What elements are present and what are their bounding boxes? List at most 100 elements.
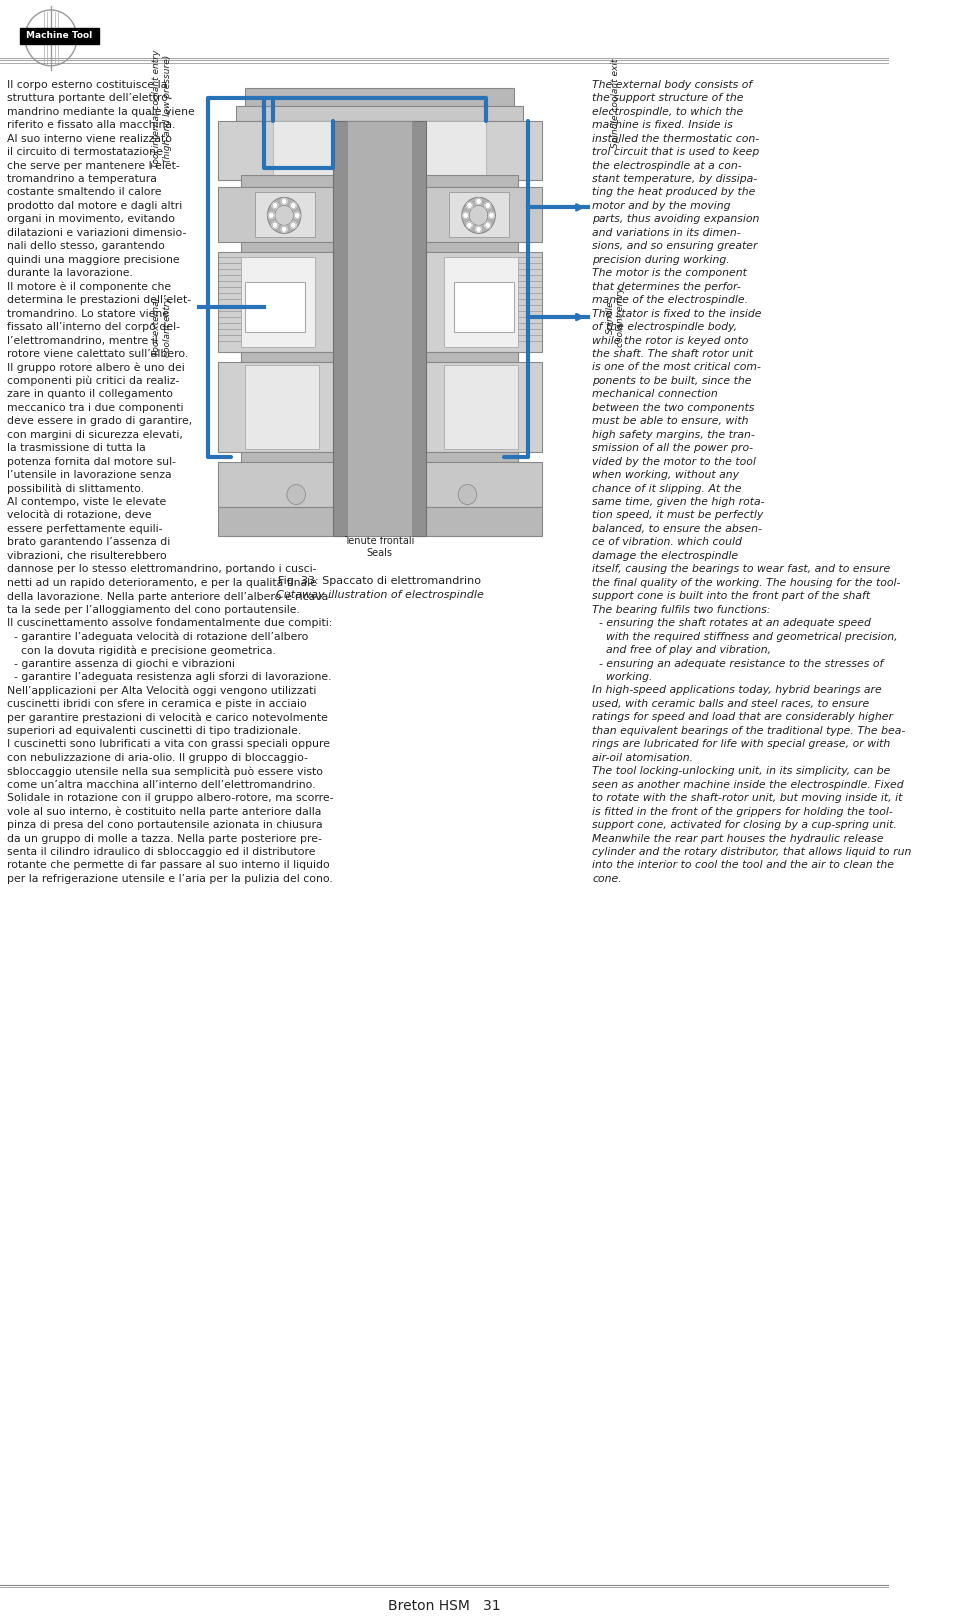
Bar: [273, 121, 348, 176]
Text: nali dello stesso, garantendo: nali dello stesso, garantendo: [8, 241, 165, 250]
Text: Solidale in rotazione con il gruppo albero-rotore, ma scorre-: Solidale in rotazione con il gruppo albe…: [8, 793, 334, 803]
Polygon shape: [275, 205, 294, 225]
Text: seen as another machine inside the electrospindle. Fixed: seen as another machine inside the elect…: [592, 779, 904, 790]
Text: deve essere in grado di garantire,: deve essere in grado di garantire,: [8, 417, 193, 427]
Polygon shape: [469, 205, 488, 225]
Circle shape: [295, 212, 300, 218]
Text: The motor is the component: The motor is the component: [592, 268, 747, 278]
Text: balanced, to ensure the absen-: balanced, to ensure the absen-: [592, 524, 762, 533]
Text: Tool internal coolant entry
(high and low pressure): Tool internal coolant entry (high and lo…: [153, 48, 172, 168]
Bar: [218, 362, 541, 451]
Text: The stator is fixed to the inside: The stator is fixed to the inside: [592, 309, 762, 318]
Bar: [348, 121, 412, 537]
Text: ta la sede per l’alloggiamento del cono portautensile.: ta la sede per l’alloggiamento del cono …: [8, 604, 300, 614]
Text: fissato all’interno del corpo del-: fissato all’interno del corpo del-: [8, 322, 180, 331]
Text: Tool external
coolant entry: Tool external coolant entry: [153, 297, 172, 357]
Text: la trasmissione di tutta la: la trasmissione di tutta la: [8, 443, 146, 452]
Circle shape: [467, 223, 472, 228]
Text: ting the heat produced by the: ting the heat produced by the: [592, 187, 756, 197]
Text: che serve per mantenere l’elet-: che serve per mantenere l’elet-: [8, 160, 180, 171]
Text: electrospindle, to which the: electrospindle, to which the: [592, 107, 744, 116]
Bar: [241, 257, 315, 347]
Text: ratings for speed and load that are considerably higher: ratings for speed and load that are cons…: [592, 713, 894, 722]
Text: per garantire prestazioni di velocità e carico notevolmente: per garantire prestazioni di velocità e …: [8, 713, 328, 722]
Text: high safety margins, the tran-: high safety margins, the tran-: [592, 430, 756, 440]
Text: into the interior to cool the tool and the air to clean the: into the interior to cool the tool and t…: [592, 860, 895, 871]
Text: rotore viene calettato sull’albero.: rotore viene calettato sull’albero.: [8, 349, 189, 359]
Text: the electrospindle at a con-: the electrospindle at a con-: [592, 160, 742, 171]
Circle shape: [458, 485, 477, 504]
Text: tion speed, it must be perfectly: tion speed, it must be perfectly: [592, 511, 763, 520]
Text: il circuito di termostatazione: il circuito di termostatazione: [8, 147, 163, 157]
Circle shape: [485, 202, 491, 208]
Text: Fig. 33: Spaccato di elettromandrino: Fig. 33: Spaccato di elettromandrino: [278, 577, 481, 587]
Text: The external body consists of: The external body consists of: [592, 79, 753, 90]
Text: brato garantendo l’assenza di: brato garantendo l’assenza di: [8, 538, 171, 548]
Bar: [449, 192, 509, 238]
Text: installed the thermostatic con-: installed the thermostatic con-: [592, 134, 759, 144]
Text: motor and by the moving: motor and by the moving: [592, 200, 731, 212]
Bar: [218, 252, 541, 352]
Bar: [444, 257, 518, 347]
Bar: [412, 121, 486, 176]
Text: rotante che permette di far passare al suo interno il liquido: rotante che permette di far passare al s…: [8, 860, 330, 871]
Text: l’utensile in lavorazione senza: l’utensile in lavorazione senza: [8, 470, 172, 480]
Text: In high-speed applications today, hybrid bearings are: In high-speed applications today, hybrid…: [592, 685, 882, 695]
Text: and variations in its dimen-: and variations in its dimen-: [592, 228, 741, 238]
Circle shape: [476, 199, 481, 204]
Text: componenti più critici da realiz-: componenti più critici da realiz-: [8, 377, 180, 386]
Text: netti ad un rapido deterioramento, e per la qualità finale: netti ad un rapido deterioramento, e per…: [8, 579, 318, 588]
Text: Il cuscinettamento assolve fondamentalmente due compiti:: Il cuscinettamento assolve fondamentalme…: [8, 619, 333, 629]
Text: cylinder and the rotary distributor, that allows liquid to run: cylinder and the rotary distributor, tha…: [592, 847, 912, 856]
Circle shape: [476, 226, 481, 233]
Circle shape: [485, 223, 491, 228]
Text: velocità di rotazione, deve: velocità di rotazione, deve: [8, 511, 152, 520]
Bar: [444, 365, 518, 449]
Text: ce of vibration. which could: ce of vibration. which could: [592, 538, 742, 548]
Text: ponents to be built, since the: ponents to be built, since the: [592, 377, 752, 386]
Text: smission of all the power pro-: smission of all the power pro-: [592, 443, 754, 452]
Text: Al suo interno viene realizzato: Al suo interno viene realizzato: [8, 134, 173, 144]
Text: chance of it slipping. At the: chance of it slipping. At the: [592, 483, 742, 493]
Text: the shaft. The shaft rotor unit: the shaft. The shaft rotor unit: [592, 349, 754, 359]
Text: tromandrino a temperatura: tromandrino a temperatura: [8, 175, 157, 184]
Text: zare in quanto il collegamento: zare in quanto il collegamento: [8, 389, 174, 399]
Bar: [218, 462, 541, 506]
Text: durante la lavorazione.: durante la lavorazione.: [8, 268, 133, 278]
Text: than equivalent bearings of the traditional type. The bea-: than equivalent bearings of the traditio…: [592, 726, 905, 735]
Text: - garantire assenza di giochi e vibrazioni: - garantire assenza di giochi e vibrazio…: [8, 659, 235, 669]
Text: Al contempo, viste le elevate: Al contempo, viste le elevate: [8, 498, 167, 507]
Text: I cuscinetti sono lubrificati a vita con grassi speciali oppure: I cuscinetti sono lubrificati a vita con…: [8, 739, 330, 750]
Text: con nebulizzazione di aria-olio. Il gruppo di bloccaggio-: con nebulizzazione di aria-olio. Il grup…: [8, 753, 308, 763]
Text: between the two components: between the two components: [592, 402, 755, 412]
Text: costante smaltendo il calore: costante smaltendo il calore: [8, 187, 162, 197]
Text: the final quality of the working. The housing for the tool-: the final quality of the working. The ho…: [592, 579, 900, 588]
Bar: [333, 121, 426, 537]
Text: air-oil atomisation.: air-oil atomisation.: [592, 753, 693, 763]
Text: precision during working.: precision during working.: [592, 255, 731, 265]
Text: Tenute frontali
Seals: Tenute frontali Seals: [345, 537, 415, 558]
Text: con la dovuta rigidità e precisione geometrica.: con la dovuta rigidità e precisione geom…: [8, 645, 276, 656]
Text: same time, given the high rota-: same time, given the high rota-: [592, 498, 765, 507]
Circle shape: [273, 202, 277, 208]
Text: The bearing fulfils two functions:: The bearing fulfils two functions:: [592, 604, 771, 614]
Text: sbloccaggio utensile nella sua semplicità può essere visto: sbloccaggio utensile nella sua semplicit…: [8, 766, 324, 777]
Text: sions, and so ensuring greater: sions, and so ensuring greater: [592, 241, 757, 250]
Text: used, with ceramic balls and steel races, to ensure: used, with ceramic balls and steel races…: [592, 700, 870, 709]
Text: rings are lubricated for life with special grease, or with: rings are lubricated for life with speci…: [592, 739, 891, 750]
Text: essere perfettamente equili-: essere perfettamente equili-: [8, 524, 163, 533]
Text: dilatazioni e variazioni dimensio-: dilatazioni e variazioni dimensio-: [8, 228, 187, 238]
Text: pinza di presa del cono portautensile azionata in chiusura: pinza di presa del cono portautensile az…: [8, 819, 323, 831]
Text: is fitted in the front of the grippers for holding the tool-: is fitted in the front of the grippers f…: [592, 806, 893, 816]
Text: Nell’applicazioni per Alta Velocità oggi vengono utilizzati: Nell’applicazioni per Alta Velocità oggi…: [8, 685, 317, 696]
Text: support cone is built into the front part of the shaft: support cone is built into the front par…: [592, 591, 871, 601]
Bar: [246, 87, 514, 105]
Text: Meanwhile the rear part houses the hydraulic release: Meanwhile the rear part houses the hydra…: [592, 834, 884, 844]
Text: prodotto dal motore e dagli altri: prodotto dal motore e dagli altri: [8, 200, 182, 212]
Bar: [246, 365, 320, 449]
Circle shape: [467, 202, 472, 208]
Text: l’elettromandrino, mentre il: l’elettromandrino, mentre il: [8, 336, 158, 346]
Text: Spindle coolant exit: Spindle coolant exit: [612, 58, 620, 147]
Circle shape: [269, 212, 274, 218]
Text: must be able to ensure, with: must be able to ensure, with: [592, 417, 749, 427]
